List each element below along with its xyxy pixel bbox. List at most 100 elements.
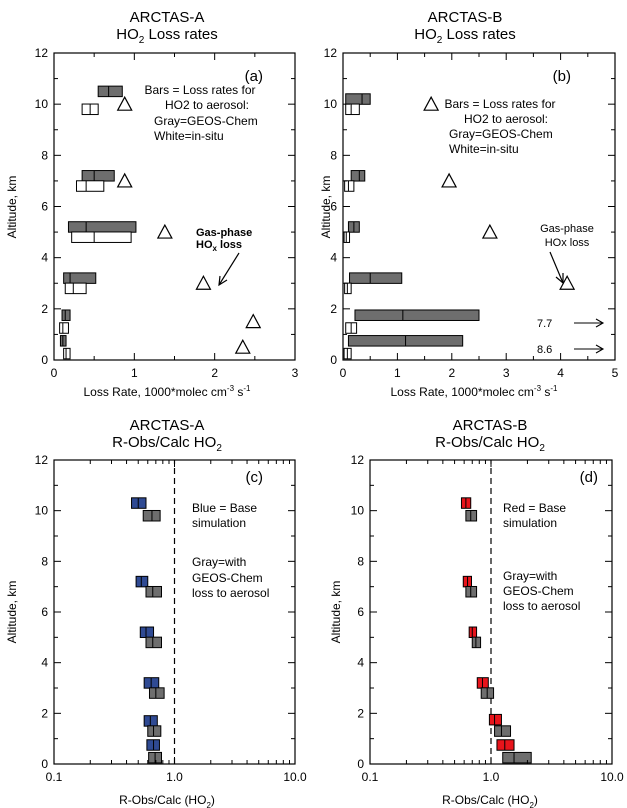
y-tick-label: 2 (41, 302, 48, 316)
y-tick-label: 2 (41, 706, 48, 720)
panel-b-legend-line2: HO2 to aerosol: (464, 112, 548, 126)
panel-c-gray-line3: loss to aerosol (192, 586, 269, 600)
gas-phase-triangle-3 (195, 274, 212, 290)
gas-phase-triangle-3 (559, 274, 576, 290)
x-tick-label: 4 (557, 366, 564, 380)
bar-white-3 (64, 282, 87, 295)
bar-gray-2 (471, 636, 482, 649)
bar-blue-0 (131, 497, 147, 509)
gas-phase-triangle-2 (156, 223, 173, 239)
panel-a-gas-line1: Gas-phase (196, 227, 252, 239)
panel-b-title: ARCTAS-B (428, 9, 503, 26)
panel-b-gas-line1: Gas-phase (540, 223, 594, 235)
x-tick-label: 0 (51, 366, 58, 380)
x-tick-label: 0 (340, 366, 347, 380)
y-tick-label: 6 (330, 200, 337, 214)
panel-b-ylabel: Altitude, km (319, 176, 333, 239)
bar-gray-3 (63, 272, 97, 284)
x-tick-label: 2 (448, 366, 455, 380)
bar-red-4 (488, 713, 502, 726)
bar-blue-1 (135, 575, 149, 588)
bar-gray-0 (97, 85, 123, 98)
panel-b-offscale-value-2: 8.6 (537, 344, 552, 356)
panel-c-gray-line1: Gray=with (192, 555, 246, 569)
bar-gray-1 (81, 170, 115, 182)
y-tick-label: 12 (324, 46, 338, 60)
panel-d-base-line2: simulation (503, 516, 557, 530)
panel-b-subtitle: HO2 Loss rates (414, 26, 515, 46)
y-tick-label: 12 (35, 453, 49, 467)
bar-gray-4 (354, 309, 480, 321)
y-tick-label: 0 (41, 353, 48, 367)
panel-c-plot: 0 2 4 6 8 10 12 0.1 1.0 10.0 (35, 453, 307, 784)
x-tick-label: 1.0 (483, 770, 500, 784)
panel-d-label: (d) (580, 469, 598, 486)
panel-b-legend-gray: Gray=GEOS-Chem (449, 127, 553, 141)
bar-gray-4 (494, 725, 512, 737)
panel-a-legend-line1: Bars = Loss rates for (144, 83, 255, 97)
y-tick-label: 10 (324, 97, 338, 111)
bar-gray-2 (145, 636, 162, 649)
panel-c-title: ARCTAS-A (130, 417, 205, 434)
y-tick-label: 6 (357, 605, 364, 619)
y-tick-label: 8 (357, 554, 364, 568)
y-tick-label: 2 (357, 706, 364, 720)
panel-a-label: (a) (245, 68, 263, 85)
bar-white-1 (75, 180, 105, 192)
bar-white-0 (345, 103, 360, 116)
x-tick-label: 10.0 (283, 770, 307, 784)
y-tick-label: 10 (35, 504, 49, 518)
panel-b-gas-arrow (549, 251, 564, 285)
bar-white-2 (343, 231, 351, 243)
gas-phase-triangle-4 (245, 313, 262, 329)
panel-c-ylabel: Altitude, km (5, 581, 19, 644)
bar-gray-0 (345, 93, 371, 105)
panel-d-plot: 0 2 4 6 8 10 12 0.1 1.0 10.0 (351, 453, 624, 784)
bar-red-2 (468, 626, 478, 639)
panel-c: ARCTAS-A R-Obs/Calc HO2 0 2 4 6 8 10 12 0.1 1.0 1… (5, 417, 307, 808)
bar-red-5 (496, 739, 515, 751)
panel-c-gray-line2: GEOS-Chem (192, 571, 263, 585)
panel-a-ylabel: Altitude, km (5, 176, 19, 239)
panel-b-legend-white: White=in-situ (449, 142, 519, 156)
bar-gray-2 (67, 221, 137, 233)
panel-d: ARCTAS-B R-Obs/Calc HO2 0 2 4 6 8 10 12 0.1 1.0 1… (329, 417, 624, 808)
panel-a-title: ARCTAS-A (130, 9, 205, 26)
x-tick-label: 0.1 (362, 770, 379, 784)
panel-b-label: (b) (553, 68, 571, 85)
y-tick-label: 0 (41, 757, 48, 771)
panel-d-subtitle: R-Obs/Calc HO2 (435, 434, 545, 454)
panel-d-gray-line1: Gray=with (503, 569, 557, 583)
bar-white-1 (344, 180, 355, 192)
bar-white-4 (59, 322, 69, 334)
bar-gray-3 (349, 272, 403, 284)
y-tick-label: 8 (41, 554, 48, 568)
y-tick-label: 4 (330, 251, 337, 265)
x-tick-label: 2 (211, 366, 218, 380)
panel-b-offscale-arrow-1 (574, 318, 605, 328)
panel-a-legend-white: White=in-situ (154, 129, 224, 143)
panel-d-gray-line2: GEOS-Chem (503, 584, 574, 598)
y-tick-label: 4 (357, 656, 364, 670)
gas-phase-triangle-1 (441, 172, 458, 188)
y-tick-label: 0 (330, 353, 337, 367)
y-tick-label: 6 (41, 605, 48, 619)
panel-b-gas-line2: HOx loss (545, 237, 590, 249)
bar-white-5 (63, 347, 71, 360)
panel-d-xlabel: R-Obs/Calc (HO2) (442, 793, 538, 808)
x-tick-label: 0.1 (46, 770, 63, 784)
bar-white-2 (71, 231, 132, 243)
x-tick-label: 3 (503, 366, 510, 380)
gas-phase-triangle-5 (234, 338, 251, 354)
bar-gray-3 (148, 687, 165, 699)
y-tick-label: 10 (35, 97, 49, 111)
panel-d-base-line1: Red = Base (503, 501, 566, 515)
panel-a-gas-arrow (218, 252, 240, 287)
x-tick-label: 5 (612, 366, 619, 380)
panel-c-label: (c) (246, 469, 264, 486)
panel-c-base-line2: simulation (192, 516, 246, 530)
bar-white-3 (344, 282, 352, 295)
